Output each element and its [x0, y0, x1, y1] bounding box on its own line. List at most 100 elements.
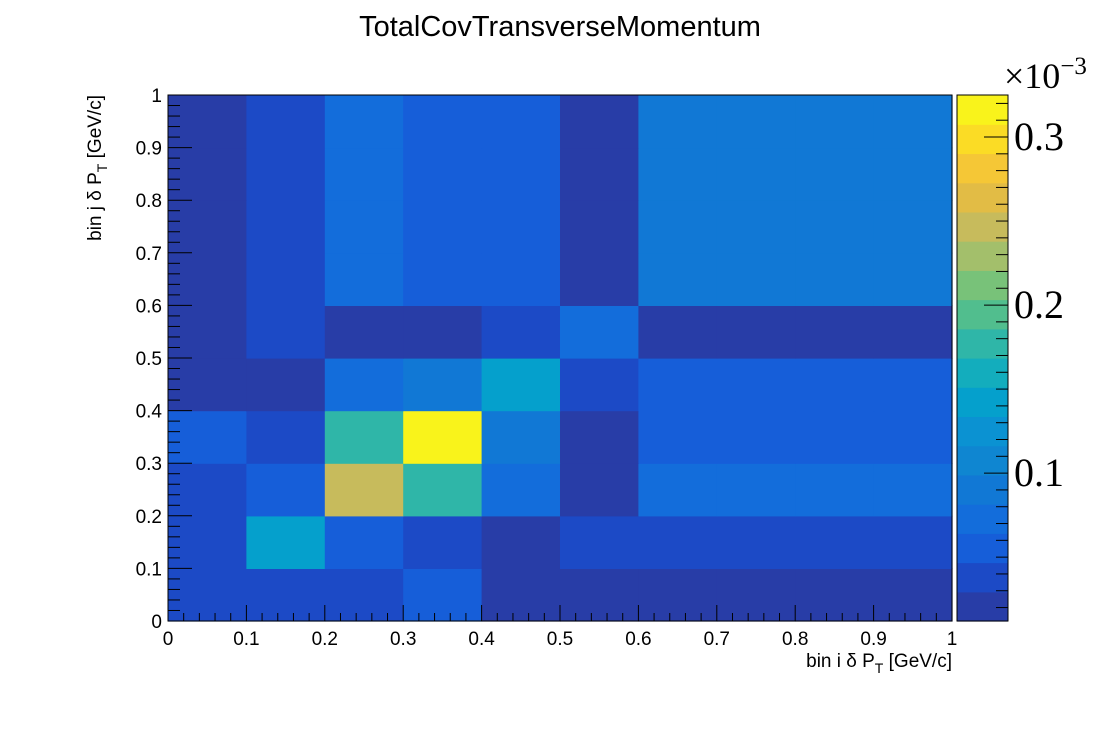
x-axis-label: bin i δ PT [GeV/c] [806, 651, 952, 676]
x-tick-label: 0.4 [468, 629, 495, 650]
heatmap-cell [638, 200, 718, 254]
color-scale-tick-label: 0.3 [1014, 114, 1064, 159]
heatmap-cell [638, 410, 718, 464]
heatmap-cell [246, 305, 326, 359]
color-scale-segment [957, 591, 1008, 622]
heatmap-cell [481, 95, 561, 149]
heatmap-cell [795, 252, 875, 306]
heatmap-cell [246, 200, 326, 254]
heatmap-cell [246, 358, 326, 412]
heatmap-cell [716, 410, 796, 464]
heatmap-cell [638, 252, 718, 306]
y-axis-label-main: bin j δ P [85, 172, 106, 241]
heatmap-cell [638, 515, 718, 569]
x-axis-label-subscript: T [875, 660, 884, 676]
heatmap-cell [638, 358, 718, 412]
y-axis-label-subscript: T [94, 163, 110, 172]
heatmap-cell [560, 410, 639, 464]
y-axis-label-unit: [GeV/c] [85, 95, 106, 164]
heatmap-cell [403, 200, 483, 254]
heatmap-cell [716, 95, 796, 149]
color-scale-segment [957, 504, 1008, 534]
heatmap-cell [873, 358, 953, 412]
x-tick-label: 1 [947, 629, 958, 650]
x-tick-label: 0.1 [233, 629, 259, 650]
heatmap-cell [324, 200, 404, 254]
heatmap-cells [168, 95, 953, 622]
x-tick-label: 0.3 [390, 629, 416, 650]
heatmap-cell [795, 305, 875, 359]
y-tick-label: 0.9 [136, 139, 162, 160]
heatmap-cell [560, 463, 639, 517]
heatmap-cell [560, 252, 639, 306]
color-scale-segment [957, 358, 1008, 388]
color-scale-frame [956, 94, 1009, 622]
heatmap-cell [716, 568, 796, 622]
heatmap-cell [324, 95, 404, 149]
heatmap-cell [481, 147, 561, 201]
heatmap-cell [481, 200, 561, 254]
heatmap-cell [560, 305, 639, 359]
color-scale-segment [957, 533, 1008, 564]
color-scale-segment [957, 211, 1008, 242]
color-scale-segment [957, 387, 1008, 418]
color-scale-segment [957, 445, 1008, 476]
color-scale-tick-label: 0.1 [1014, 450, 1064, 495]
heatmap-cell [324, 463, 404, 517]
heatmap-cell [481, 358, 561, 412]
y-tick-label: 0.4 [136, 402, 163, 423]
y-tick-label: 0.1 [136, 559, 162, 580]
heatmap-cell [873, 410, 953, 464]
heatmap-cell [246, 95, 326, 149]
heatmap-cell [795, 515, 875, 569]
heatmap-cell [324, 147, 404, 201]
color-scale-segment [957, 299, 1008, 330]
x-tick-label: 0 [163, 629, 174, 650]
heatmap-cell [560, 568, 639, 622]
heatmap-cell [168, 305, 247, 359]
heatmap-cell [560, 147, 639, 201]
heatmap-cell [168, 200, 247, 254]
heatmap-cell [403, 568, 483, 622]
y-tick-label: 0.2 [136, 507, 162, 528]
x-axis-label-main: bin i δ P [806, 651, 875, 672]
x-axis-ticks: 0 0.1 0.2 0.3 0.4 0.5 0.6 0.7 0.8 0.9 1 [163, 605, 958, 650]
heatmap-cell [795, 95, 875, 149]
color-scale-exponent-value: −3 [1060, 53, 1087, 80]
heatmap-cell [246, 515, 326, 569]
heatmap-cell [324, 252, 404, 306]
heatmap-cell [716, 147, 796, 201]
heatmap-cell [481, 515, 561, 569]
x-tick-label: 0.9 [860, 629, 886, 650]
heatmap-cell [795, 147, 875, 201]
heatmap-cell [560, 358, 639, 412]
heatmap-cell [481, 252, 561, 306]
heatmap-cell [481, 305, 561, 359]
color-scale-bar [957, 95, 1008, 622]
heatmap-cell [560, 200, 639, 254]
x-tick-label: 0.5 [547, 629, 573, 650]
heatmap-cell [716, 515, 796, 569]
color-scale-segment [957, 562, 1008, 593]
heatmap-cell [638, 305, 718, 359]
y-axis-label: bin j δ PT [GeV/c] [85, 95, 110, 241]
heatmap-cell [873, 305, 953, 359]
color-scale-segment [957, 270, 1008, 301]
heatmap-cell [873, 252, 953, 306]
chart-title: TotalCovTransverseMomentum [359, 11, 761, 43]
y-tick-label: 1 [151, 86, 162, 107]
y-tick-label: 0.6 [136, 296, 162, 317]
color-scale-tick-label: 0.2 [1014, 282, 1064, 327]
x-tick-label: 0.6 [625, 629, 651, 650]
x-axis-label-unit: [GeV/c] [883, 651, 952, 672]
heatmap-cell [168, 358, 247, 412]
heatmap-cell [873, 515, 953, 569]
heatmap-cell [324, 568, 404, 622]
heatmap-cell [638, 568, 718, 622]
heatmap-cell [246, 252, 326, 306]
heatmap-cell [638, 147, 718, 201]
heatmap-cell [168, 147, 247, 201]
x-tick-label: 0.8 [782, 629, 808, 650]
heatmap-cell [716, 252, 796, 306]
